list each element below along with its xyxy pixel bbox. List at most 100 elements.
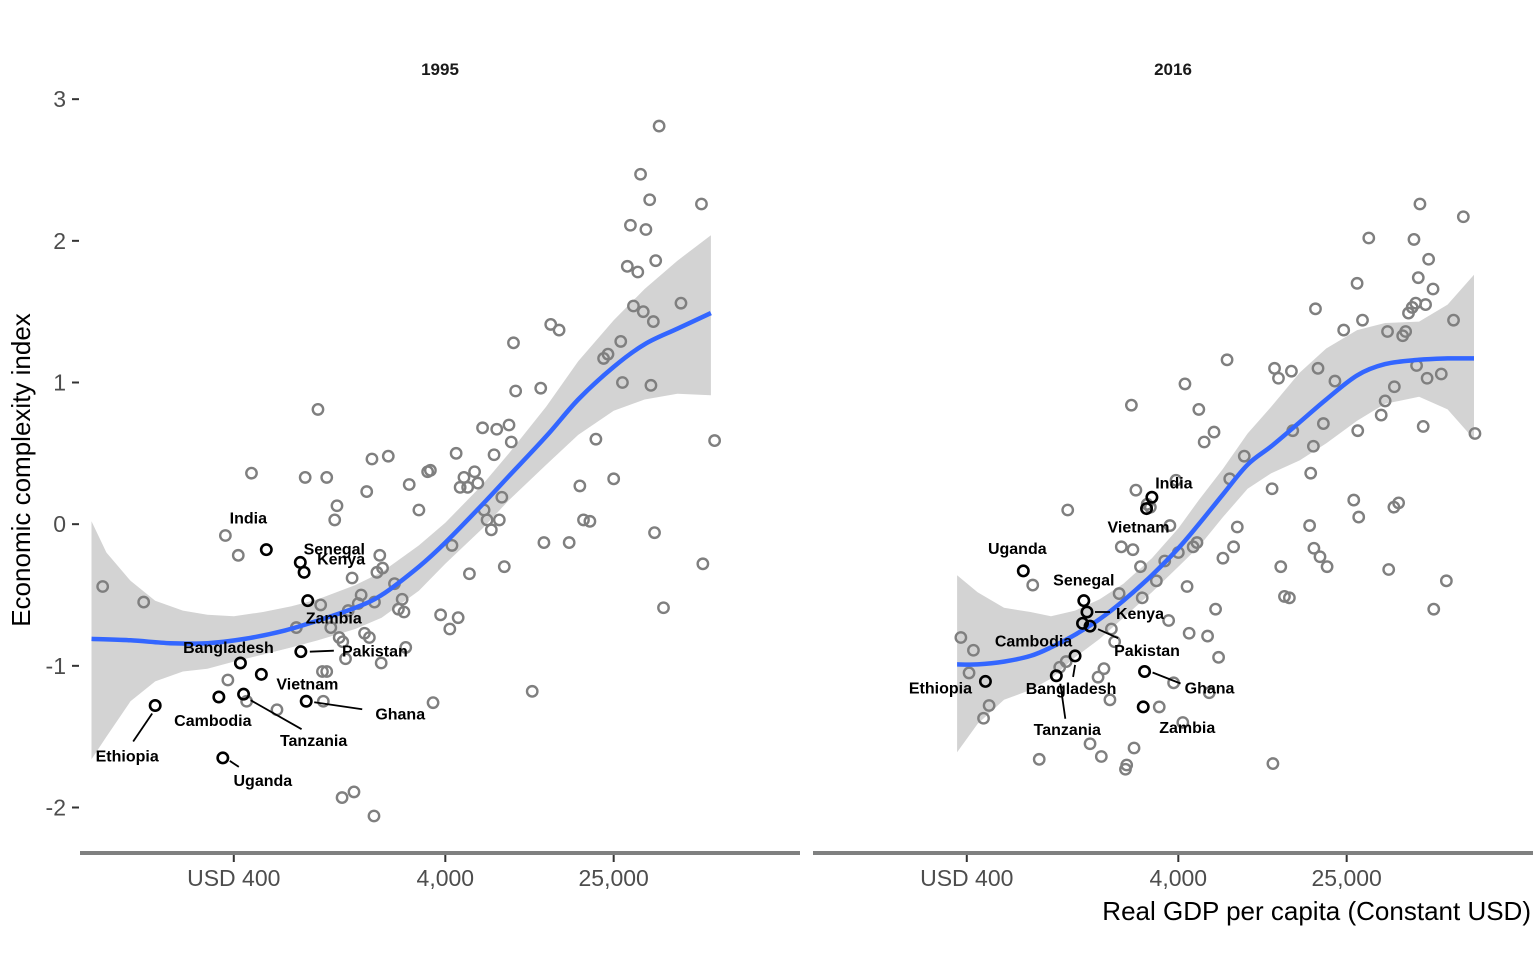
data-point: [1362, 231, 1376, 245]
highlight-point-vietnam: [1140, 502, 1154, 516]
highlight-point-senegal: [1077, 594, 1091, 608]
data-point: [1103, 693, 1117, 707]
data-point: [1149, 574, 1163, 588]
data-point: [624, 218, 637, 232]
country-label-tanzania: Tanzania: [280, 733, 347, 750]
data-point: [402, 478, 416, 491]
data-point: [345, 571, 359, 585]
data-point: [644, 378, 658, 392]
data-point: [636, 305, 650, 319]
data-point: [476, 421, 489, 435]
data-point: [443, 622, 457, 636]
data-point: [461, 480, 475, 494]
country-label-india: India: [230, 511, 267, 528]
data-point: [218, 529, 232, 542]
data-point: [562, 536, 576, 549]
data-point: [492, 513, 506, 527]
x-axis-title: Real GDP per capita (Constant USD): [1102, 896, 1531, 926]
data-point: [1309, 302, 1322, 316]
data-point: [495, 490, 509, 504]
data-point: [298, 471, 312, 484]
data-point: [335, 791, 349, 804]
data-point: [544, 318, 558, 331]
data-point: [1129, 483, 1143, 497]
data-point: [362, 631, 376, 644]
data-point: [1202, 686, 1216, 700]
data-point: [1307, 541, 1321, 555]
data-point: [451, 611, 465, 625]
data-point: [1350, 276, 1364, 290]
data-point: [471, 476, 485, 490]
data-point: [1124, 398, 1138, 412]
data-point: [137, 595, 151, 609]
label-leader-line: [1072, 664, 1076, 678]
country-label-kenya: Kenya: [317, 551, 365, 568]
data-point: [376, 561, 389, 575]
y-tick-label: 2: [53, 228, 66, 254]
data-point: [1182, 626, 1196, 640]
data-point: [468, 465, 481, 479]
confidence-band: [957, 274, 1474, 753]
y-tick-label: -1: [46, 653, 66, 679]
data-point: [1282, 591, 1296, 605]
data-point: [1227, 540, 1240, 554]
data-point: [1083, 737, 1097, 751]
data-point: [1237, 449, 1251, 463]
data-point: [1407, 233, 1421, 246]
data-point: [484, 523, 498, 537]
panel-title: 1995: [421, 60, 459, 79]
label-leader-line: [250, 699, 303, 730]
data-point: [1352, 510, 1366, 524]
country-label-zambia: Zambia: [1159, 720, 1215, 737]
data-point: [607, 472, 621, 486]
data-point: [1197, 435, 1211, 449]
data-point: [463, 567, 476, 581]
data-point: [1381, 325, 1394, 338]
data-point: [1059, 655, 1073, 668]
data-point: [367, 809, 381, 823]
data-point: [583, 514, 597, 528]
country-label-bangladesh: Bangladesh: [1026, 681, 1117, 698]
data-point: [962, 666, 976, 680]
data-point: [577, 513, 590, 527]
data-point: [399, 641, 413, 654]
data-point: [1192, 403, 1206, 416]
data-point: [360, 485, 374, 498]
data-point: [657, 601, 670, 615]
data-point: [1382, 563, 1396, 576]
data-point: [627, 299, 640, 313]
data-point: [434, 608, 448, 622]
highlight-point-kenya: [1080, 605, 1094, 619]
data-point: [316, 694, 330, 708]
data-point: [620, 259, 634, 273]
data-point: [1158, 554, 1172, 568]
data-point: [1392, 496, 1406, 510]
data-point: [534, 381, 548, 395]
data-point: [1112, 587, 1126, 600]
data-point: [1207, 425, 1221, 439]
country-label-senegal: Senegal: [1053, 573, 1114, 590]
data-point: [982, 699, 996, 712]
data-point: [1439, 574, 1453, 588]
data-point: [311, 403, 325, 416]
data-point: [1134, 560, 1147, 574]
label-leader-line: [1059, 683, 1067, 719]
data-point: [643, 193, 657, 207]
data-point: [336, 635, 350, 649]
data-point: [320, 471, 334, 484]
country-label-senegal: Senegal: [304, 541, 365, 558]
data-point: [449, 446, 463, 460]
data-point: [1162, 614, 1176, 627]
data-point: [1337, 323, 1351, 337]
country-label-kenya: Kenya: [1116, 606, 1164, 623]
data-point: [954, 631, 968, 644]
data-point: [1347, 493, 1361, 507]
label-leader-line: [314, 701, 363, 711]
country-label-bangladesh: Bangladesh: [183, 640, 274, 657]
data-point: [1311, 361, 1325, 375]
data-point: [497, 560, 511, 574]
country-label-tanzania: Tanzania: [1034, 722, 1101, 739]
data-point: [1313, 550, 1327, 564]
data-point: [502, 418, 516, 432]
